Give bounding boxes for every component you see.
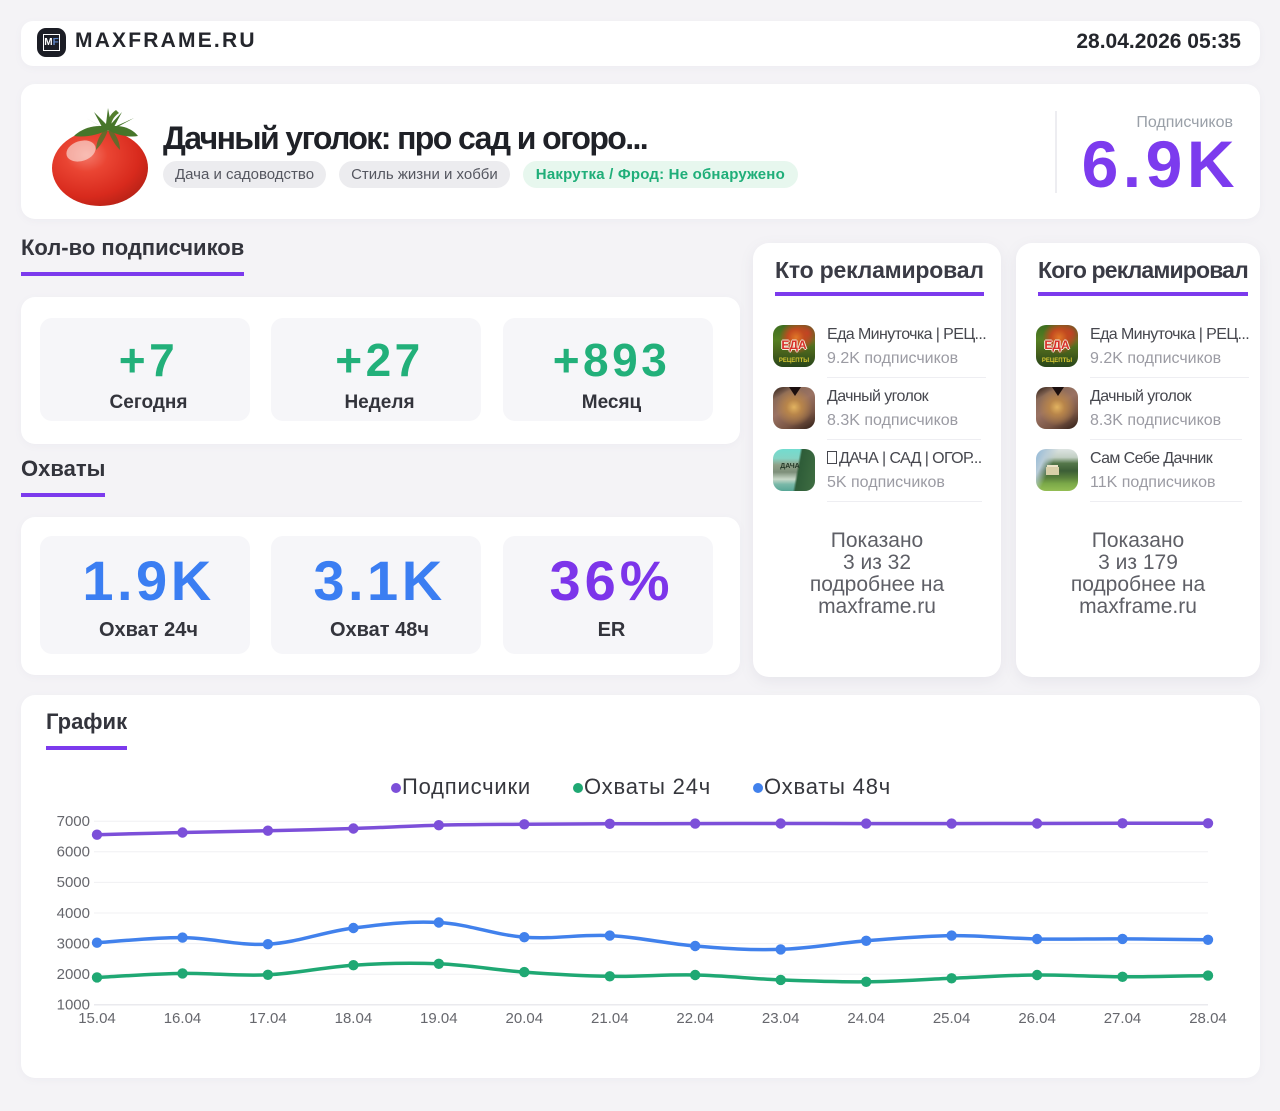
- svg-text:17.04: 17.04: [249, 1010, 287, 1027]
- svg-text:4000: 4000: [57, 905, 90, 922]
- svg-text:28.04: 28.04: [1189, 1010, 1227, 1027]
- svg-text:27.04: 27.04: [1104, 1010, 1142, 1027]
- svg-text:20.04: 20.04: [506, 1010, 544, 1027]
- svg-text:15.04: 15.04: [78, 1010, 116, 1027]
- svg-text:5000: 5000: [57, 874, 90, 891]
- svg-text:3000: 3000: [57, 935, 90, 952]
- svg-text:23.04: 23.04: [762, 1010, 800, 1027]
- svg-text:18.04: 18.04: [335, 1010, 373, 1027]
- svg-text:25.04: 25.04: [933, 1010, 971, 1027]
- svg-text:1000: 1000: [57, 997, 90, 1014]
- svg-text:7000: 7000: [57, 813, 90, 830]
- svg-text:2000: 2000: [57, 966, 90, 983]
- svg-text:26.04: 26.04: [1018, 1010, 1056, 1027]
- svg-text:21.04: 21.04: [591, 1010, 629, 1027]
- svg-text:24.04: 24.04: [847, 1010, 885, 1027]
- svg-text:16.04: 16.04: [164, 1010, 202, 1027]
- svg-text:6000: 6000: [57, 844, 90, 861]
- svg-text:19.04: 19.04: [420, 1010, 458, 1027]
- svg-text:22.04: 22.04: [676, 1010, 714, 1027]
